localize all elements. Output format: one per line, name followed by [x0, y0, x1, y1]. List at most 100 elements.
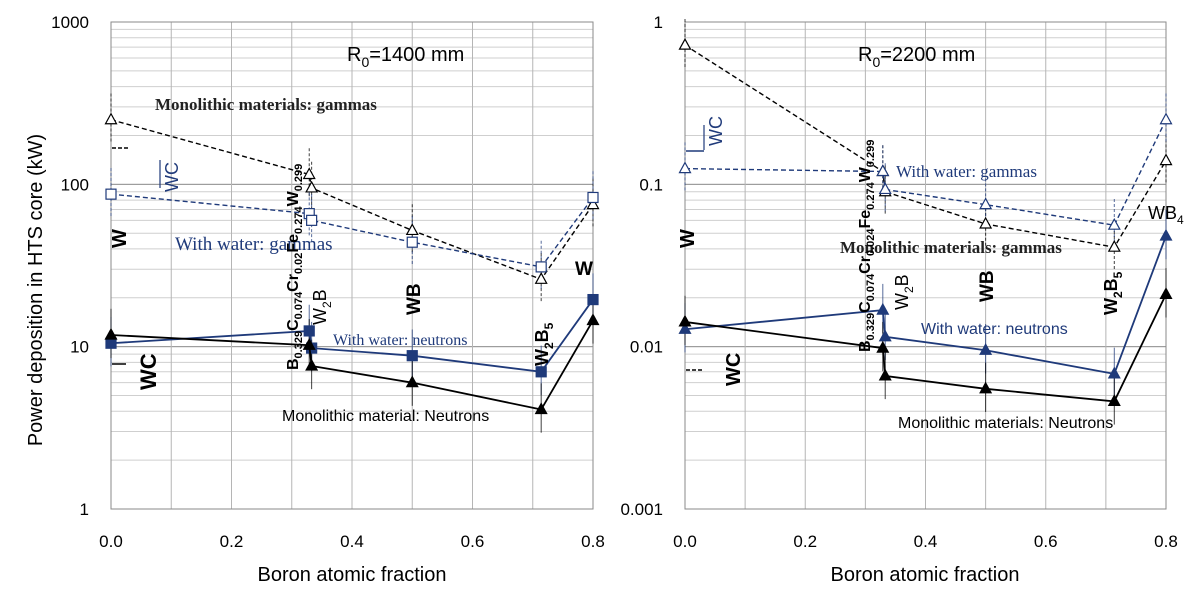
data-point: [878, 368, 892, 381]
x-tick-label: 0.8: [1154, 532, 1178, 551]
data-point: [1159, 112, 1173, 125]
data-point: [1107, 239, 1121, 252]
data-point: [878, 182, 892, 195]
data-point: [534, 402, 548, 415]
data-point: [534, 272, 548, 284]
data-point: [104, 112, 118, 125]
chart-left: 1 10 100 1000 0.0 0.2 0.4 0.6 0.8 Boron atomic …: [51, 13, 605, 586]
series-line: [110, 119, 594, 281]
data-point: [586, 197, 600, 210]
data-point: [1107, 217, 1121, 230]
x-tick-label: 0.4: [340, 532, 364, 551]
label-water-neutrons-left: With water: neutrons: [333, 332, 467, 349]
mat-WC-bottom-left: WC: [136, 353, 161, 390]
chart-title-right: R0=2200 mm: [858, 44, 975, 70]
plot-frame: [110, 21, 594, 510]
data-point: [979, 343, 993, 355]
series-right: [678, 37, 1173, 407]
data-point: [535, 366, 547, 378]
data-point: [1159, 287, 1173, 299]
data-point: [876, 340, 890, 353]
x-axis-title-right: Boron atomic fraction: [831, 564, 1020, 586]
data-point: [678, 322, 692, 334]
y-tick-label: 100: [61, 175, 89, 194]
series-line: [684, 293, 1167, 403]
mat-WC-top-right: WC: [706, 116, 726, 146]
label-mono-gammas-left: Monolithic materials: gammas: [155, 95, 377, 114]
data-point: [105, 337, 117, 349]
data-point: [302, 338, 316, 350]
series-line: [110, 299, 594, 373]
x-tick-label: 0.4: [914, 532, 938, 551]
x-ticks-right: 0.0 0.2 0.4 0.6 0.8: [673, 532, 1178, 551]
mat-WB4-left: W: [575, 259, 593, 280]
label-water-neutrons-right: With water: neutrons: [921, 321, 1068, 338]
mat-W-left: W: [109, 229, 131, 248]
data-point: [1107, 394, 1121, 407]
x-ticks-left: 0.0 0.2 0.4 0.6 0.8: [99, 532, 605, 551]
x-tick-label: 0.6: [461, 532, 485, 551]
chart-title-left: R0=1400 mm: [347, 44, 464, 70]
y-tick-label: 0.01: [630, 338, 663, 357]
data-point: [306, 214, 318, 226]
data-point: [586, 313, 600, 326]
data-point: [979, 216, 993, 229]
data-point: [104, 327, 118, 340]
y-ticks-left: 1 10 100 1000: [51, 13, 89, 519]
x-tick-label: 0.2: [220, 532, 244, 551]
data-point: [405, 375, 419, 388]
mat-WB-left: WB: [404, 283, 425, 315]
plot-frame: [684, 21, 1167, 510]
y-ticks-right: 0.001 0.01 0.1 1: [620, 13, 663, 519]
y-tick-label: 0.001: [620, 500, 663, 519]
x-tick-label: 0.0: [99, 532, 123, 551]
series-line: [684, 119, 1167, 226]
data-point: [1159, 228, 1173, 241]
data-point: [878, 329, 892, 342]
series-line: [684, 44, 1167, 248]
data-point: [1159, 153, 1173, 166]
label-mono-neutrons-left: Monolithic material: Neutrons: [282, 408, 489, 425]
label-water-gammas-right: With water: gammas: [896, 162, 1037, 181]
data-point: [678, 161, 692, 174]
data-point: [535, 261, 547, 273]
data-point: [587, 191, 599, 204]
grid-left: [110, 21, 594, 510]
label-mono-neutrons-right: Monolithic materials: Neutrons: [898, 415, 1113, 432]
data-point: [979, 381, 993, 394]
y-tick-label: 1000: [51, 13, 89, 32]
y-axis-title: Power deposition in HTS core (kW): [25, 134, 47, 446]
mat-WC-bottom-right: WC: [723, 353, 745, 386]
x-tick-label: 0.8: [581, 532, 605, 551]
data-point: [979, 197, 993, 210]
x-tick-label: 0.0: [673, 532, 697, 551]
mat-WC-top-left: WC: [162, 162, 182, 192]
mat-W-right: W: [677, 229, 699, 248]
data-point: [305, 358, 319, 371]
y-tick-label: 1: [80, 500, 89, 519]
data-point: [406, 350, 418, 362]
y-tick-label: 10: [70, 338, 89, 357]
series-line: [684, 235, 1167, 375]
chart-right: 0.001 0.01 0.1 1 0.0 0.2 0.4 0.6 0.8 Boron atom…: [620, 13, 1184, 586]
data-point: [405, 223, 419, 236]
x-tick-label: 0.6: [1034, 532, 1058, 551]
y-tick-label: 0.1: [639, 175, 663, 194]
x-axis-title-left: Boron atomic fraction: [258, 564, 447, 586]
data-point: [678, 314, 692, 327]
series-left: [104, 112, 600, 415]
label-mono-gammas-right: Monolithic materials: gammas: [840, 238, 1062, 257]
data-point: [406, 236, 418, 248]
data-point: [678, 37, 692, 50]
label-water-gammas-left: With water: gammas: [175, 234, 333, 255]
series-line: [110, 193, 594, 268]
data-point: [305, 180, 319, 193]
data-point: [587, 293, 599, 306]
data-point: [876, 164, 890, 177]
data-point: [1107, 366, 1121, 379]
data-point: [302, 167, 316, 180]
data-point: [876, 302, 890, 315]
series-line: [110, 320, 594, 411]
x-tick-label: 0.2: [793, 532, 817, 551]
